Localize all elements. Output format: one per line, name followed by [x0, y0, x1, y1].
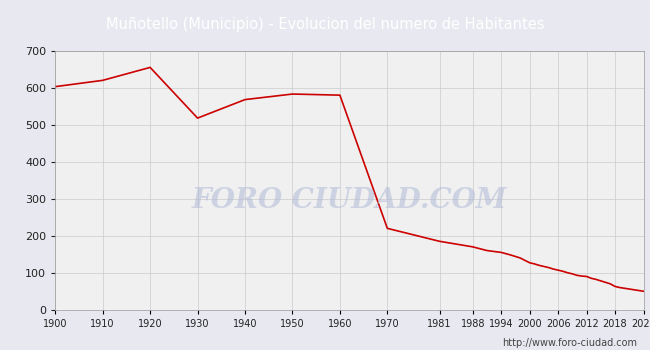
- Text: FORO CIUDAD.COM: FORO CIUDAD.COM: [192, 188, 507, 215]
- Text: http://www.foro-ciudad.com: http://www.foro-ciudad.com: [502, 338, 637, 348]
- Text: Muñotello (Municipio) - Evolucion del numero de Habitantes: Muñotello (Municipio) - Evolucion del nu…: [106, 18, 544, 32]
